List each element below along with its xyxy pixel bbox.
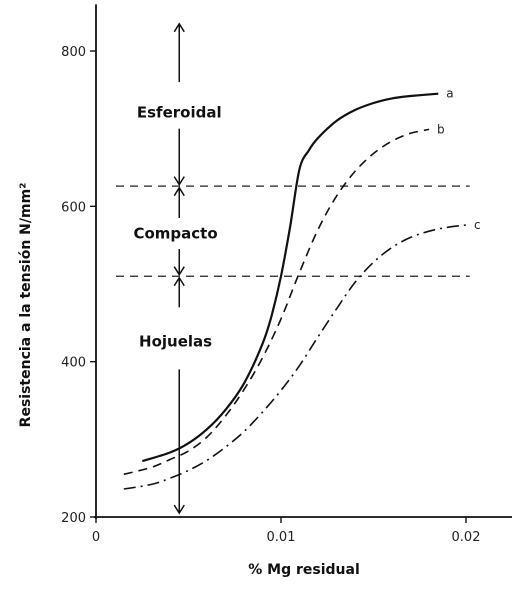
y-axis-title: Resistencia a la tensión N/mm² [18,183,34,428]
curve-label-b: b [437,122,445,136]
region-label: Hojuelas [139,332,212,350]
region-arrow [173,276,185,308]
curve-c [123,224,467,490]
y-tick-label: 200 [61,511,86,526]
region-arrow [173,22,185,83]
y-tick-label: 400 [61,356,86,371]
region-arrow [173,186,185,218]
curve-label-a: a [446,87,453,101]
region-arrow [173,128,185,187]
curves [123,92,467,490]
axes: 200 400 600 800 0 0.01 0.02 [61,4,512,545]
region-arrows [173,22,185,515]
region-label: Compacto [133,225,217,243]
x-axis-title: % Mg residual [248,562,360,578]
curve-a [141,92,439,463]
x-tick-label: 0 [92,530,100,545]
y-tick-label: 800 [61,45,86,60]
x-tick-label: 0.01 [267,530,296,545]
y-tick-label: 600 [61,200,86,215]
region-arrow [173,249,185,277]
x-tick-label: 0.02 [452,530,481,545]
region-arrow [173,369,185,515]
curve-label-c: c [474,218,481,232]
curve-b [123,128,430,476]
labels: a b c Esferoidal Compacto Hojuelas [133,87,480,351]
reference-lines [116,185,470,277]
region-label: Esferoidal [137,103,222,121]
